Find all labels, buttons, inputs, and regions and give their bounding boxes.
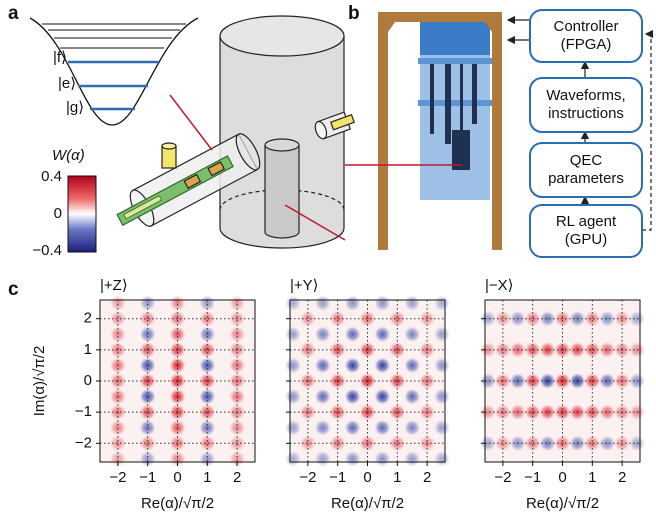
- wigner-blob: [374, 295, 390, 311]
- box-label: Controller: [553, 18, 618, 35]
- wigner-blob: [434, 389, 450, 405]
- x-tick-label: 1: [203, 469, 211, 486]
- wigner-blob: [404, 326, 420, 342]
- x-axis-label: Re(α)/√π/2: [331, 495, 404, 512]
- wigner-plot: −2 −1 0 1 2 |+Y⟩ Re(α)/√π/2: [285, 277, 450, 512]
- y-tick-label: 2: [84, 310, 92, 327]
- wigner-blob: [315, 326, 331, 342]
- wigner-blob: [315, 295, 331, 311]
- wigner-blob: [404, 357, 420, 373]
- wigner-blob: [434, 420, 450, 436]
- wigner-blob: [434, 357, 450, 373]
- wigner-blob: [315, 420, 331, 436]
- wigner-blob: [315, 451, 331, 467]
- wigner-blob: [345, 451, 361, 467]
- wigner-blob: [345, 295, 361, 311]
- x-tick-label: 1: [393, 469, 401, 486]
- box-label: QEC: [570, 152, 603, 169]
- x-tick-label: 0: [558, 469, 566, 486]
- x-tick-label: −1: [139, 469, 156, 486]
- x-tick-label: −2: [299, 469, 316, 486]
- fridge-illustration: [345, 12, 502, 250]
- wigner-blob: [374, 420, 390, 436]
- colorbar-tick: −0.4: [32, 242, 62, 259]
- wigner-blob: [434, 295, 450, 311]
- panel-label: c: [8, 279, 19, 300]
- level-label: |f⟩: [53, 49, 67, 66]
- potential-well: [30, 18, 198, 125]
- x-tick-label: 0: [173, 469, 181, 486]
- cavity-illustration: [111, 16, 356, 248]
- y-tick-label: −1: [75, 403, 92, 420]
- panel-label: a: [8, 3, 19, 24]
- wigner-blob: [434, 451, 450, 467]
- level-label: |g⟩: [66, 99, 84, 116]
- plot-title: |−X⟩: [485, 277, 514, 294]
- x-tick-label: −2: [494, 469, 511, 486]
- wigner-plot: −2 −1 0 1 2 |−X⟩ Re(α)/√π/2: [480, 277, 645, 512]
- wigner-blob: [285, 326, 301, 342]
- x-tick-label: 2: [618, 469, 626, 486]
- wigner-blob: [404, 451, 420, 467]
- x-tick-label: −2: [109, 469, 126, 486]
- x-tick-label: 2: [423, 469, 431, 486]
- wigner-blob: [315, 357, 331, 373]
- colorbar: [68, 176, 96, 252]
- plot-title: |+Z⟩: [100, 277, 128, 294]
- x-tick-label: −1: [329, 469, 346, 486]
- plot-title: |+Y⟩: [290, 277, 319, 294]
- wigner-blob: [285, 357, 301, 373]
- wigner-blob: [404, 295, 420, 311]
- panel-label: b: [348, 3, 360, 24]
- wigner-blob: [285, 451, 301, 467]
- x-tick-label: 0: [363, 469, 371, 486]
- level-label: |e⟩: [58, 75, 76, 92]
- x-axis-label: Re(α)/√π/2: [141, 495, 214, 512]
- wigner-blob: [374, 451, 390, 467]
- wigner-blob: [345, 357, 361, 373]
- wigner-blob: [285, 389, 301, 405]
- colorbar-tick: 0.4: [41, 168, 62, 185]
- box-label: instructions: [548, 105, 624, 122]
- y-tick-label: −2: [75, 434, 92, 451]
- box-label: RL agent: [556, 213, 617, 230]
- wigner-blob: [285, 420, 301, 436]
- wigner-blob: [345, 326, 361, 342]
- y-tick-label: 1: [84, 341, 92, 358]
- wigner-plot: −2 2 −1 1 0 0 1 −1 2 −2 |+Z⟩ Re(α)/√π/2: [75, 277, 255, 512]
- wigner-blob: [404, 389, 420, 405]
- x-axis-label: Re(α)/√π/2: [526, 495, 599, 512]
- box-label: (GPU): [565, 231, 608, 248]
- y-axis-label: Im(α)/√π/2: [31, 346, 48, 417]
- wigner-blob: [374, 389, 390, 405]
- wigner-blob: [374, 357, 390, 373]
- wigner-blob: [345, 420, 361, 436]
- wigner-blob: [285, 295, 301, 311]
- box-label: Waveforms,: [546, 87, 625, 104]
- y-tick-label: 0: [84, 372, 92, 389]
- wigner-blob: [374, 326, 390, 342]
- wigner-blob: [345, 389, 361, 405]
- colorbar-title: W(α): [52, 147, 85, 164]
- x-tick-label: 1: [588, 469, 596, 486]
- colorbar-tick: 0: [54, 205, 62, 222]
- wigner-blob: [434, 326, 450, 342]
- box-label: (FPGA): [561, 36, 612, 53]
- wigner-blob: [404, 420, 420, 436]
- wigner-blob: [315, 389, 331, 405]
- box-label: parameters: [548, 170, 624, 187]
- figure: a |f⟩ |e⟩ |g⟩ W(α) 0.4 0 −0.4: [0, 0, 656, 520]
- x-tick-label: −1: [524, 469, 541, 486]
- x-tick-label: 2: [233, 469, 241, 486]
